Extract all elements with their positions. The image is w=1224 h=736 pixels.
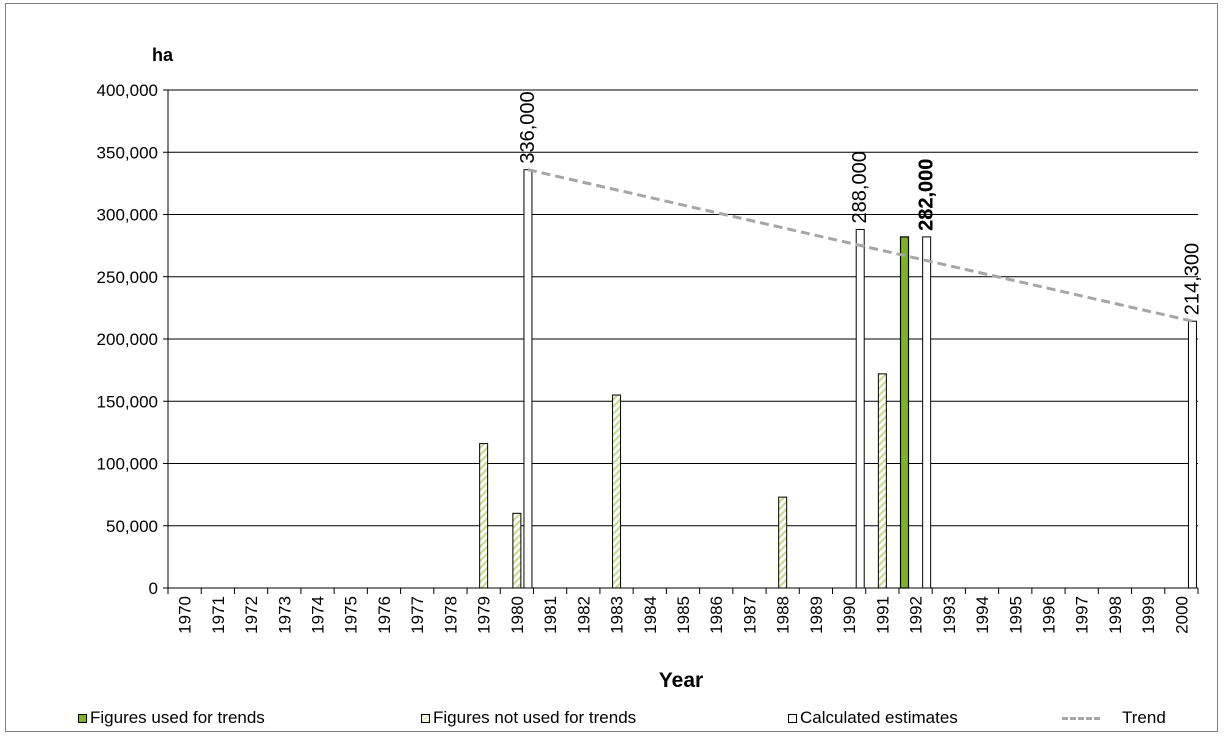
x-tick-label: 2000 xyxy=(1172,596,1191,634)
data-label: 336,000 xyxy=(517,91,539,163)
bar-used xyxy=(899,236,910,589)
x-tick-label: 1981 xyxy=(541,596,560,634)
x-tick-label: 1983 xyxy=(608,596,627,634)
bar-not-used xyxy=(479,443,489,589)
x-tick-label: 1999 xyxy=(1139,596,1158,634)
data-label: 288,000 xyxy=(849,151,871,223)
bar-not-used xyxy=(612,394,622,589)
bar-not-used xyxy=(778,496,788,589)
x-tick-label: 1998 xyxy=(1106,596,1125,634)
x-tick-label: 1993 xyxy=(940,596,959,634)
y-tick-label: 200,000 xyxy=(97,330,158,349)
data-label: 214,300 xyxy=(1181,243,1203,315)
chart-frame xyxy=(5,3,1218,732)
x-tick-label: 1982 xyxy=(574,596,593,634)
x-tick-label: 1971 xyxy=(209,596,228,634)
y-tick-label: 50,000 xyxy=(106,517,158,536)
bar-calculated xyxy=(523,169,533,589)
x-tick-label: 1974 xyxy=(309,596,328,634)
x-tick-label: 1991 xyxy=(873,596,892,634)
x-tick-label: 1995 xyxy=(1006,596,1025,634)
x-tick-label: 1977 xyxy=(408,596,427,634)
x-tick-label: 1975 xyxy=(342,596,361,634)
data-label: 282,000 xyxy=(916,159,938,231)
bar-calculated xyxy=(855,228,865,589)
bar-calculated xyxy=(1187,320,1197,589)
x-tick-label: 1979 xyxy=(475,596,494,634)
y-tick-label: 250,000 xyxy=(97,268,158,287)
bar-not-used xyxy=(512,512,522,589)
x-tick-label: 1985 xyxy=(674,596,693,634)
bar-not-used xyxy=(877,373,887,589)
legend-item-not-used: Figures not used for trends xyxy=(421,708,636,728)
y-tick-label: 150,000 xyxy=(97,392,158,411)
y-tick-label: 100,000 xyxy=(97,455,158,474)
x-tick-label: 1988 xyxy=(774,596,793,634)
x-tick-label: 1976 xyxy=(375,596,394,634)
x-tick-label: 1978 xyxy=(441,596,460,634)
data-label: 282,000 xyxy=(916,159,938,231)
y-tick-label: 350,000 xyxy=(97,143,158,162)
x-tick-label: 1989 xyxy=(807,596,826,634)
legend-label-used: Figures used for trends xyxy=(90,708,265,727)
x-tick-label: 1994 xyxy=(973,596,992,634)
legend-item-used: Figures used for trends xyxy=(78,708,265,728)
x-tick-label: 1973 xyxy=(275,596,294,634)
legend-label-calculated: Calculated estimates xyxy=(800,708,958,727)
bar-calculated xyxy=(922,236,932,589)
legend-swatch-used xyxy=(78,713,87,723)
x-tick-label: 1972 xyxy=(242,596,261,634)
x-tick-label: 1984 xyxy=(641,596,660,634)
x-tick-label: 1986 xyxy=(707,596,726,634)
x-tick-label: 1992 xyxy=(907,596,926,634)
x-tick-label: 1997 xyxy=(1073,596,1092,634)
y-tick-label: 0 xyxy=(149,579,158,598)
legend-item-trend: Trend xyxy=(1062,708,1166,728)
x-tick-label: 1987 xyxy=(740,596,759,634)
y-tick-label: 400,000 xyxy=(97,81,158,100)
x-tick-label: 1980 xyxy=(508,596,527,634)
legend-swatch-not-used xyxy=(421,713,430,723)
legend-swatch-calculated xyxy=(788,713,797,723)
y-axis-label: ha xyxy=(152,45,174,65)
legend-label-trend: Trend xyxy=(1122,708,1166,727)
x-tick-label: 1996 xyxy=(1039,596,1058,634)
x-tick-label: 1990 xyxy=(840,596,859,634)
legend-label-not-used: Figures not used for trends xyxy=(433,708,637,727)
x-axis-label: Year xyxy=(659,669,703,692)
legend-swatch-trend xyxy=(1062,716,1100,720)
legend-item-calculated: Calculated estimates xyxy=(788,708,958,728)
x-tick-label: 1970 xyxy=(176,596,195,634)
legend: Figures used for trends Figures not used… xyxy=(0,708,1224,732)
y-tick-label: 300,000 xyxy=(97,206,158,225)
trend-line xyxy=(527,168,1193,323)
